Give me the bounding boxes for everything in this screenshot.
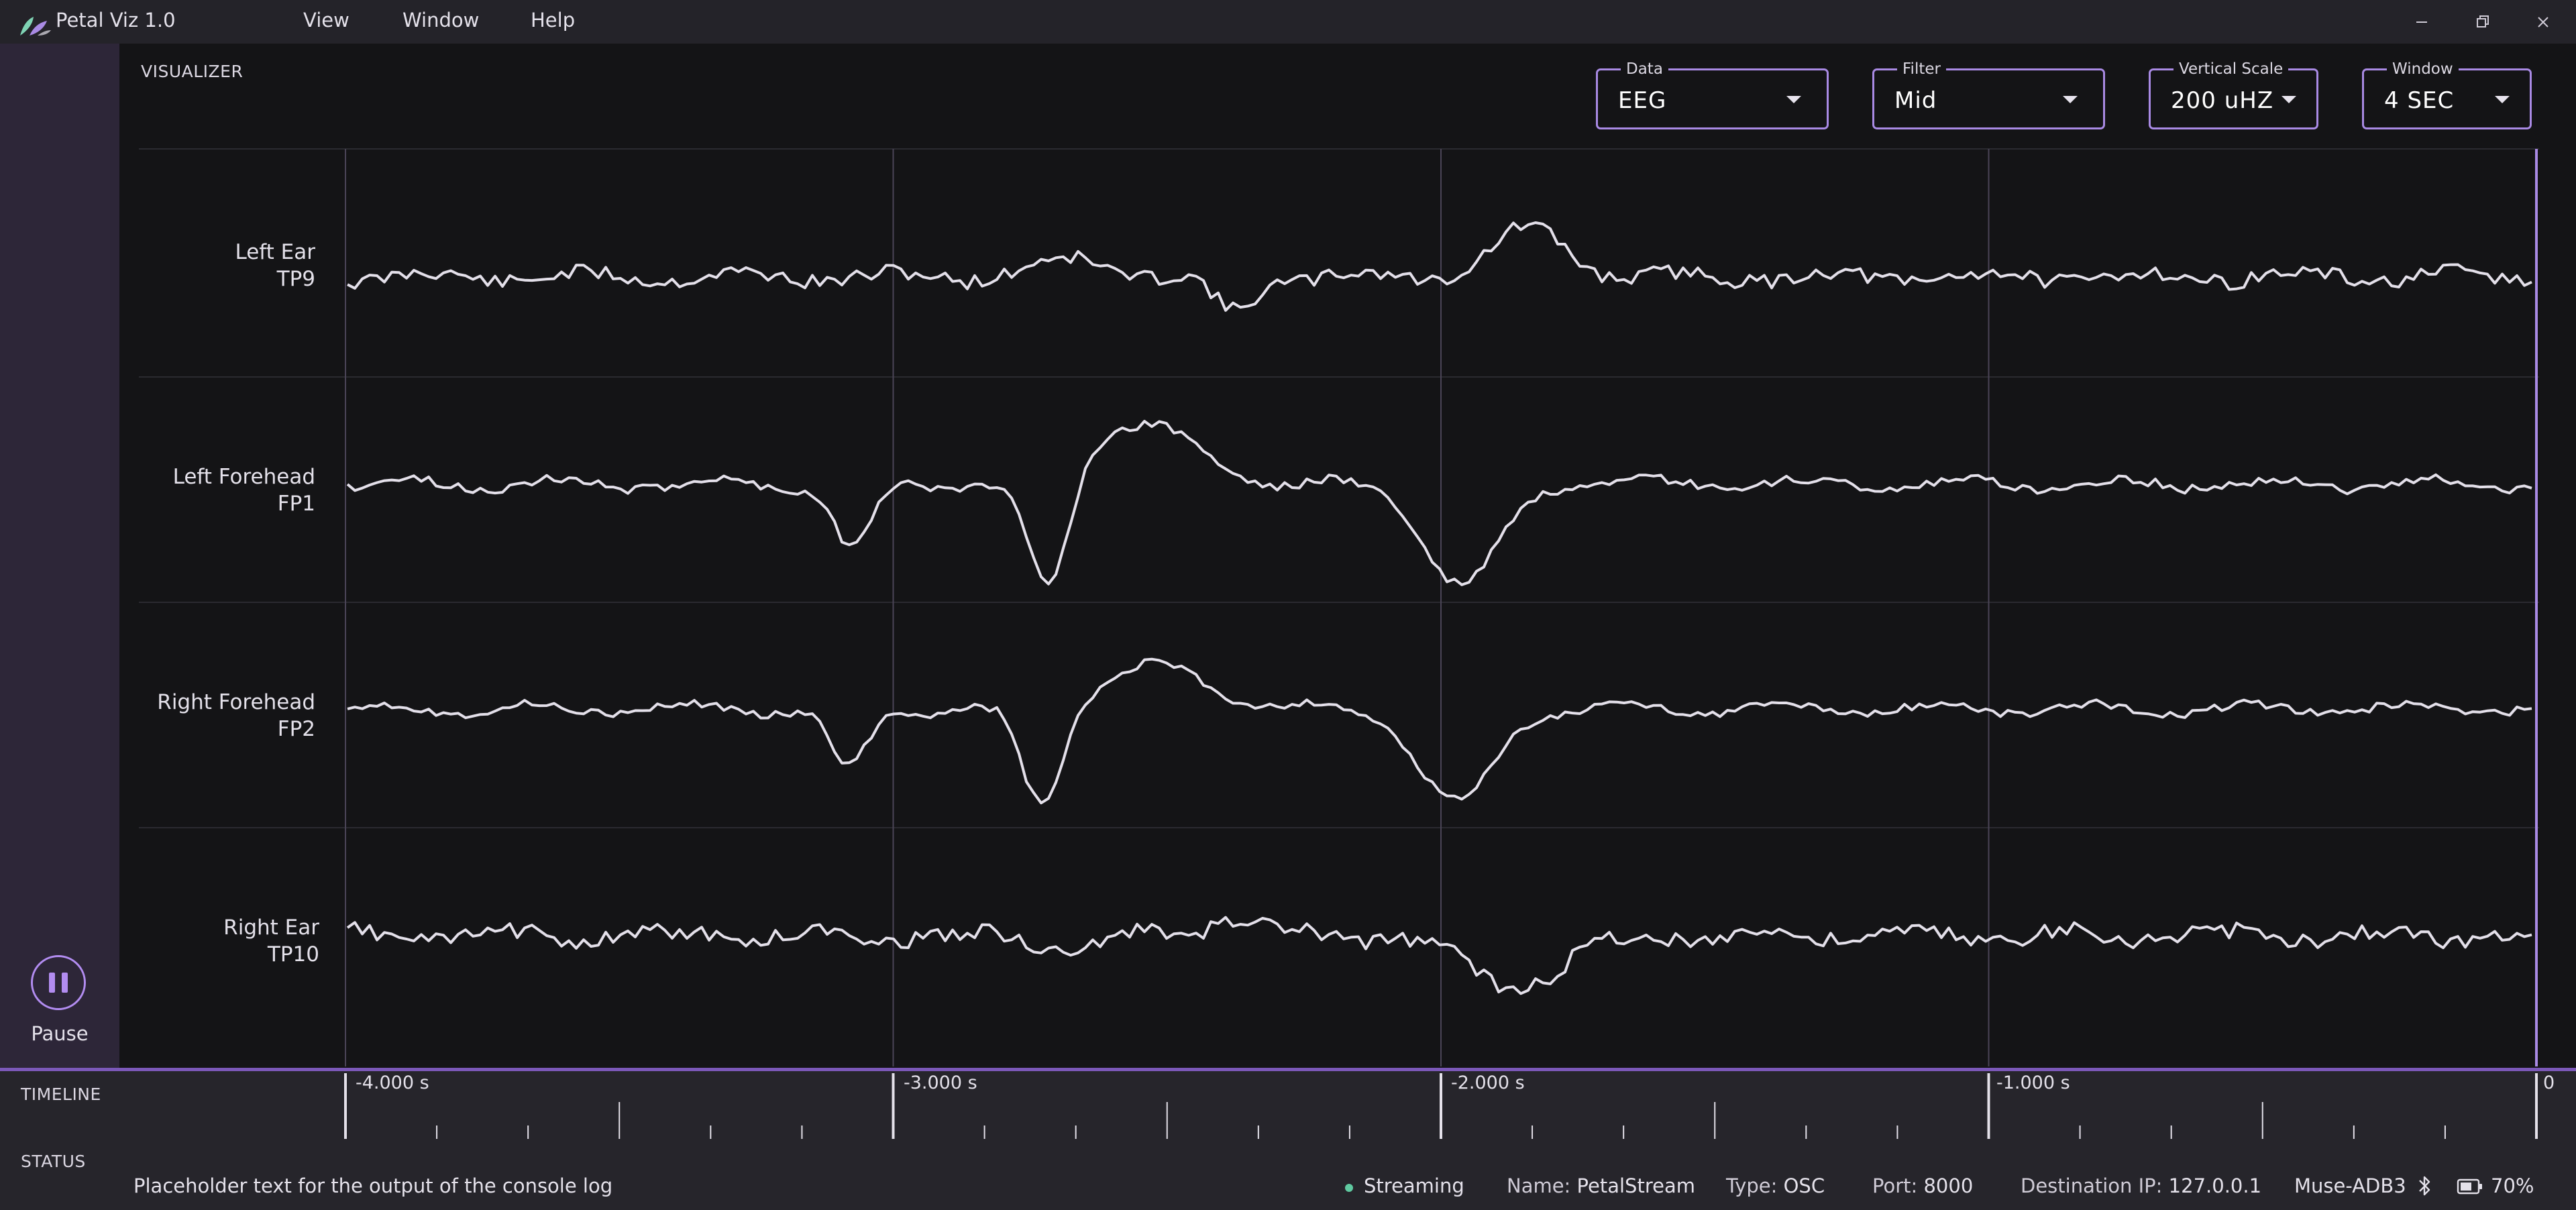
streaming-status: Streaming <box>1364 1174 1464 1197</box>
timeline-bar[interactable] <box>0 1071 2576 1139</box>
channel-label-tp10: Right Ear TP10 <box>4 914 319 968</box>
close-icon[interactable] <box>2528 7 2559 38</box>
chevron-down-icon <box>2495 96 2510 103</box>
data-dropdown[interactable]: Data EEG <box>1596 59 1829 129</box>
menu-window[interactable]: Window <box>402 9 480 32</box>
pause-icon-bar <box>62 973 68 993</box>
channel-label-tp9: Left Ear TP9 <box>0 239 315 292</box>
visualizer-panel <box>119 44 2576 1068</box>
visualizer-label: VISUALIZER <box>141 62 244 81</box>
timeline-tick-label: -2.000 s <box>1451 1072 1525 1093</box>
stream-type-value: OSC <box>1783 1174 1825 1197</box>
eeg-trace-tp9 <box>347 221 2532 312</box>
pause-button[interactable] <box>31 955 86 1010</box>
eeg-trace-tp10 <box>346 916 2532 995</box>
left-rail <box>0 44 119 1068</box>
channel-label-fp1: Left Forehead FP1 <box>0 463 315 517</box>
window-dropdown-label: Window <box>2387 59 2459 79</box>
vertical-scale-dropdown[interactable]: Vertical Scale 200 uHZ <box>2149 59 2318 129</box>
stream-port-value: 8000 <box>1923 1174 1974 1197</box>
timeline-tick-label: -1.000 s <box>1996 1072 2070 1093</box>
filter-dropdown[interactable]: Filter Mid <box>1872 59 2105 129</box>
eeg-traces <box>346 221 2532 995</box>
stream-port-key: Port: <box>1872 1174 1918 1197</box>
channel-code: FP2 <box>277 717 315 741</box>
plot-grid <box>139 148 2539 1066</box>
stream-type-key: Type: <box>1726 1174 1778 1197</box>
petal-logo-icon <box>20 17 51 36</box>
stream-name: Name: PetalStream <box>1507 1174 1695 1197</box>
destination-ip-key: Destination IP: <box>2021 1174 2163 1197</box>
chevron-down-icon <box>2063 96 2078 103</box>
timeline-label: TIMELINE <box>21 1085 101 1104</box>
bluetooth-icon <box>2419 1176 2430 1196</box>
timeline-tick-label: 0 <box>2543 1072 2555 1093</box>
stream-name-key: Name: <box>1507 1174 1571 1197</box>
vertical-scale-dropdown-value: 200 uHZ <box>2171 87 2274 114</box>
chevron-down-icon <box>1786 96 1801 103</box>
channel-name: Left Ear <box>235 240 315 264</box>
timeline-tick-marks <box>344 1073 2538 1139</box>
vertical-scale-dropdown-label: Vertical Scale <box>2174 59 2289 79</box>
stream-name-value: PetalStream <box>1576 1174 1695 1197</box>
stream-port: Port: 8000 <box>1872 1174 1973 1197</box>
channel-name: Right Ear <box>223 916 319 940</box>
channel-code: TP10 <box>267 942 319 967</box>
status-bar <box>0 1139 2576 1210</box>
restore-icon[interactable] <box>2467 7 2498 38</box>
menu-view[interactable]: View <box>303 9 350 32</box>
pause-icon <box>49 973 55 993</box>
device-name: Muse-ADB3 <box>2294 1174 2406 1197</box>
app-title: Petal Viz 1.0 <box>56 9 176 32</box>
chevron-down-icon <box>2282 96 2296 103</box>
menu-help[interactable]: Help <box>531 9 576 32</box>
channel-label-fp2: Right Forehead FP2 <box>0 689 315 742</box>
console-output: Placeholder text for the output of the c… <box>133 1174 613 1197</box>
filter-dropdown-value: Mid <box>1894 87 1937 114</box>
eeg-trace-fp1 <box>346 420 2532 586</box>
channel-name: Right Forehead <box>157 690 315 714</box>
status-label: STATUS <box>21 1152 86 1171</box>
streaming-indicator-icon <box>1345 1184 1353 1192</box>
window-dropdown-value: 4 SEC <box>2384 87 2455 114</box>
battery-icon <box>2457 1178 2482 1195</box>
title-bar: Petal Viz 1.0 View Window Help <box>0 0 2576 44</box>
pause-label: Pause <box>31 1022 89 1045</box>
data-dropdown-label: Data <box>1621 59 1668 79</box>
timeline-tick-label: -3.000 s <box>904 1072 977 1093</box>
channel-name: Left Forehead <box>172 465 315 489</box>
data-dropdown-value: EEG <box>1618 87 1667 114</box>
timeline-tick-label: -4.000 s <box>356 1072 429 1093</box>
filter-dropdown-label: Filter <box>1897 59 1946 79</box>
destination-ip: Destination IP: 127.0.0.1 <box>2021 1174 2261 1197</box>
timeline-accent-line <box>0 1068 2576 1071</box>
battery-level: 70% <box>2491 1174 2534 1197</box>
eeg-trace-fp2 <box>347 657 2532 805</box>
destination-ip-value: 127.0.0.1 <box>2168 1174 2262 1197</box>
channel-code: FP1 <box>277 492 315 516</box>
minimize-icon[interactable] <box>2406 7 2437 38</box>
channel-code: TP9 <box>276 267 315 291</box>
window-dropdown[interactable]: Window 4 SEC <box>2362 59 2532 129</box>
stream-type: Type: OSC <box>1726 1174 1825 1197</box>
